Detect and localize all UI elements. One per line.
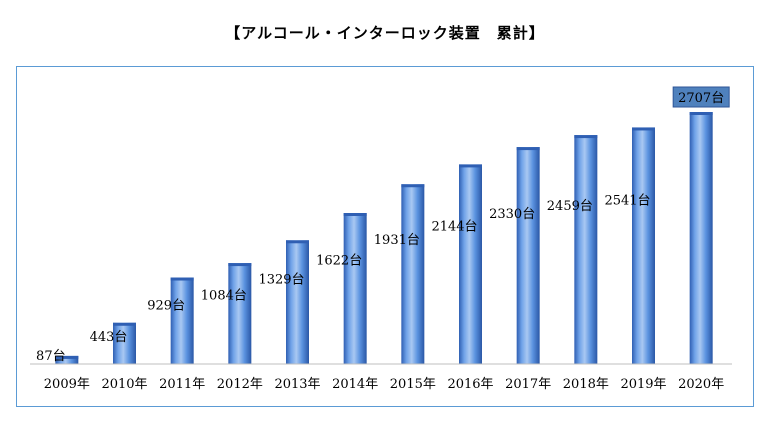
bar-cap-2009年 bbox=[55, 355, 79, 359]
bar-2018年 bbox=[574, 135, 598, 364]
bar-2016年 bbox=[459, 164, 482, 364]
bar-cap-2011年 bbox=[170, 277, 194, 281]
x-tick-2011年: 2011年 bbox=[159, 377, 205, 392]
x-tick-2016年: 2016年 bbox=[447, 377, 493, 392]
data-label-2019年: 2541台 bbox=[604, 193, 650, 208]
data-label-2012年: 1084台 bbox=[201, 288, 247, 303]
highlight-label-box bbox=[672, 86, 730, 108]
x-tick-2013年: 2013年 bbox=[274, 377, 320, 392]
data-label-2017年: 2330台 bbox=[489, 207, 535, 222]
data-label-2015年: 1931台 bbox=[374, 233, 420, 248]
bar-2020年 bbox=[689, 112, 713, 364]
chart-title: 【アルコール・インターロック装置 累計】 bbox=[225, 24, 545, 42]
bar-cap-2020年 bbox=[689, 112, 713, 115]
bar-cap-2017年 bbox=[516, 147, 540, 151]
bar-cap-2016年 bbox=[459, 164, 482, 168]
bar-cap-2010年 bbox=[113, 322, 136, 326]
bar-cap-2019年 bbox=[632, 127, 655, 131]
bar-2009年 bbox=[55, 355, 79, 364]
bar-2013年 bbox=[286, 240, 309, 364]
x-tick-2014年: 2014年 bbox=[332, 377, 378, 392]
bar-cap-2018年 bbox=[574, 135, 598, 139]
x-tick-2018年: 2018年 bbox=[563, 377, 609, 392]
data-label-2014年: 1622台 bbox=[316, 253, 362, 268]
chart-frame bbox=[16, 66, 754, 407]
x-tick-2017年: 2017年 bbox=[505, 377, 551, 392]
bar-2014年 bbox=[343, 213, 367, 364]
bar-2015年 bbox=[401, 184, 425, 364]
bar-2019年 bbox=[632, 127, 655, 364]
data-label-2020年: 2707台 bbox=[678, 91, 724, 106]
bar-cap-2013年 bbox=[286, 240, 309, 244]
x-tick-2009年: 2009年 bbox=[44, 377, 90, 392]
data-label-2010年: 443台 bbox=[90, 330, 128, 345]
x-tick-2019年: 2019年 bbox=[620, 377, 666, 392]
data-label-2009年: 87台 bbox=[36, 349, 66, 364]
bar-2017年 bbox=[516, 147, 540, 364]
data-label-2011年: 929台 bbox=[147, 298, 185, 313]
bar-cap-2014年 bbox=[343, 213, 367, 217]
bar-cap-2015年 bbox=[401, 184, 425, 188]
bar-2012年 bbox=[228, 263, 252, 364]
x-tick-2010年: 2010年 bbox=[101, 377, 147, 392]
x-tick-2020年: 2020年 bbox=[678, 377, 724, 392]
data-label-2013年: 1329台 bbox=[258, 272, 304, 287]
data-label-2016年: 2144台 bbox=[431, 219, 477, 234]
bar-cap-2012年 bbox=[228, 263, 252, 267]
x-tick-2012年: 2012年 bbox=[217, 377, 263, 392]
x-tick-2015年: 2015年 bbox=[390, 377, 436, 392]
data-label-2018年: 2459台 bbox=[547, 199, 593, 214]
bar-2010年 bbox=[113, 322, 136, 364]
bar-2011年 bbox=[170, 277, 194, 364]
